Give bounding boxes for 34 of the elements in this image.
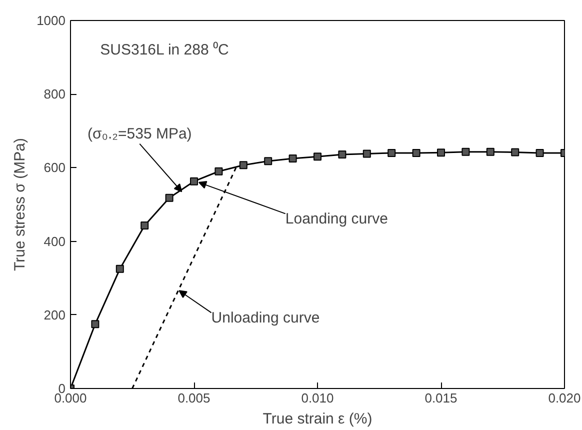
point: [362, 150, 371, 158]
point: [511, 148, 520, 156]
point: [437, 148, 445, 157]
x-tick-label: 0.005: [178, 390, 210, 406]
point: [462, 148, 470, 156]
point: [388, 148, 396, 157]
x-axis-title: True strain ε (%): [262, 410, 372, 428]
y-axis-title: True stress σ (MPa): [12, 138, 29, 271]
x-tick-label: 0.015: [424, 390, 458, 406]
y-tick-label: 1000: [36, 13, 66, 28]
annotation: Loanding curve: [285, 210, 388, 228]
y-tick-label: 600: [44, 160, 66, 176]
y-tick-label: 400: [44, 234, 66, 249]
x-tick-label: 0.010: [301, 390, 334, 406]
point: [536, 148, 544, 157]
point: [91, 320, 100, 328]
point: [412, 148, 420, 157]
point: [288, 154, 297, 162]
y-tick-label: 800: [44, 86, 66, 102]
annotation: Unloading curve: [211, 310, 320, 327]
point: [116, 264, 124, 273]
point: [214, 167, 223, 176]
point: [314, 152, 322, 161]
annotation: SUS316L in 288 ⁰C: [100, 41, 229, 58]
point: [140, 221, 149, 230]
point: [190, 177, 198, 186]
point: [165, 194, 174, 202]
point: [486, 148, 494, 156]
point: [338, 150, 346, 158]
x-tick-label: 0.020: [548, 390, 581, 406]
annotation: (σ₀.₂=535 MPa): [88, 125, 192, 142]
point: [264, 157, 272, 166]
y-tick-label: 200: [44, 307, 66, 322]
point: [239, 161, 248, 170]
